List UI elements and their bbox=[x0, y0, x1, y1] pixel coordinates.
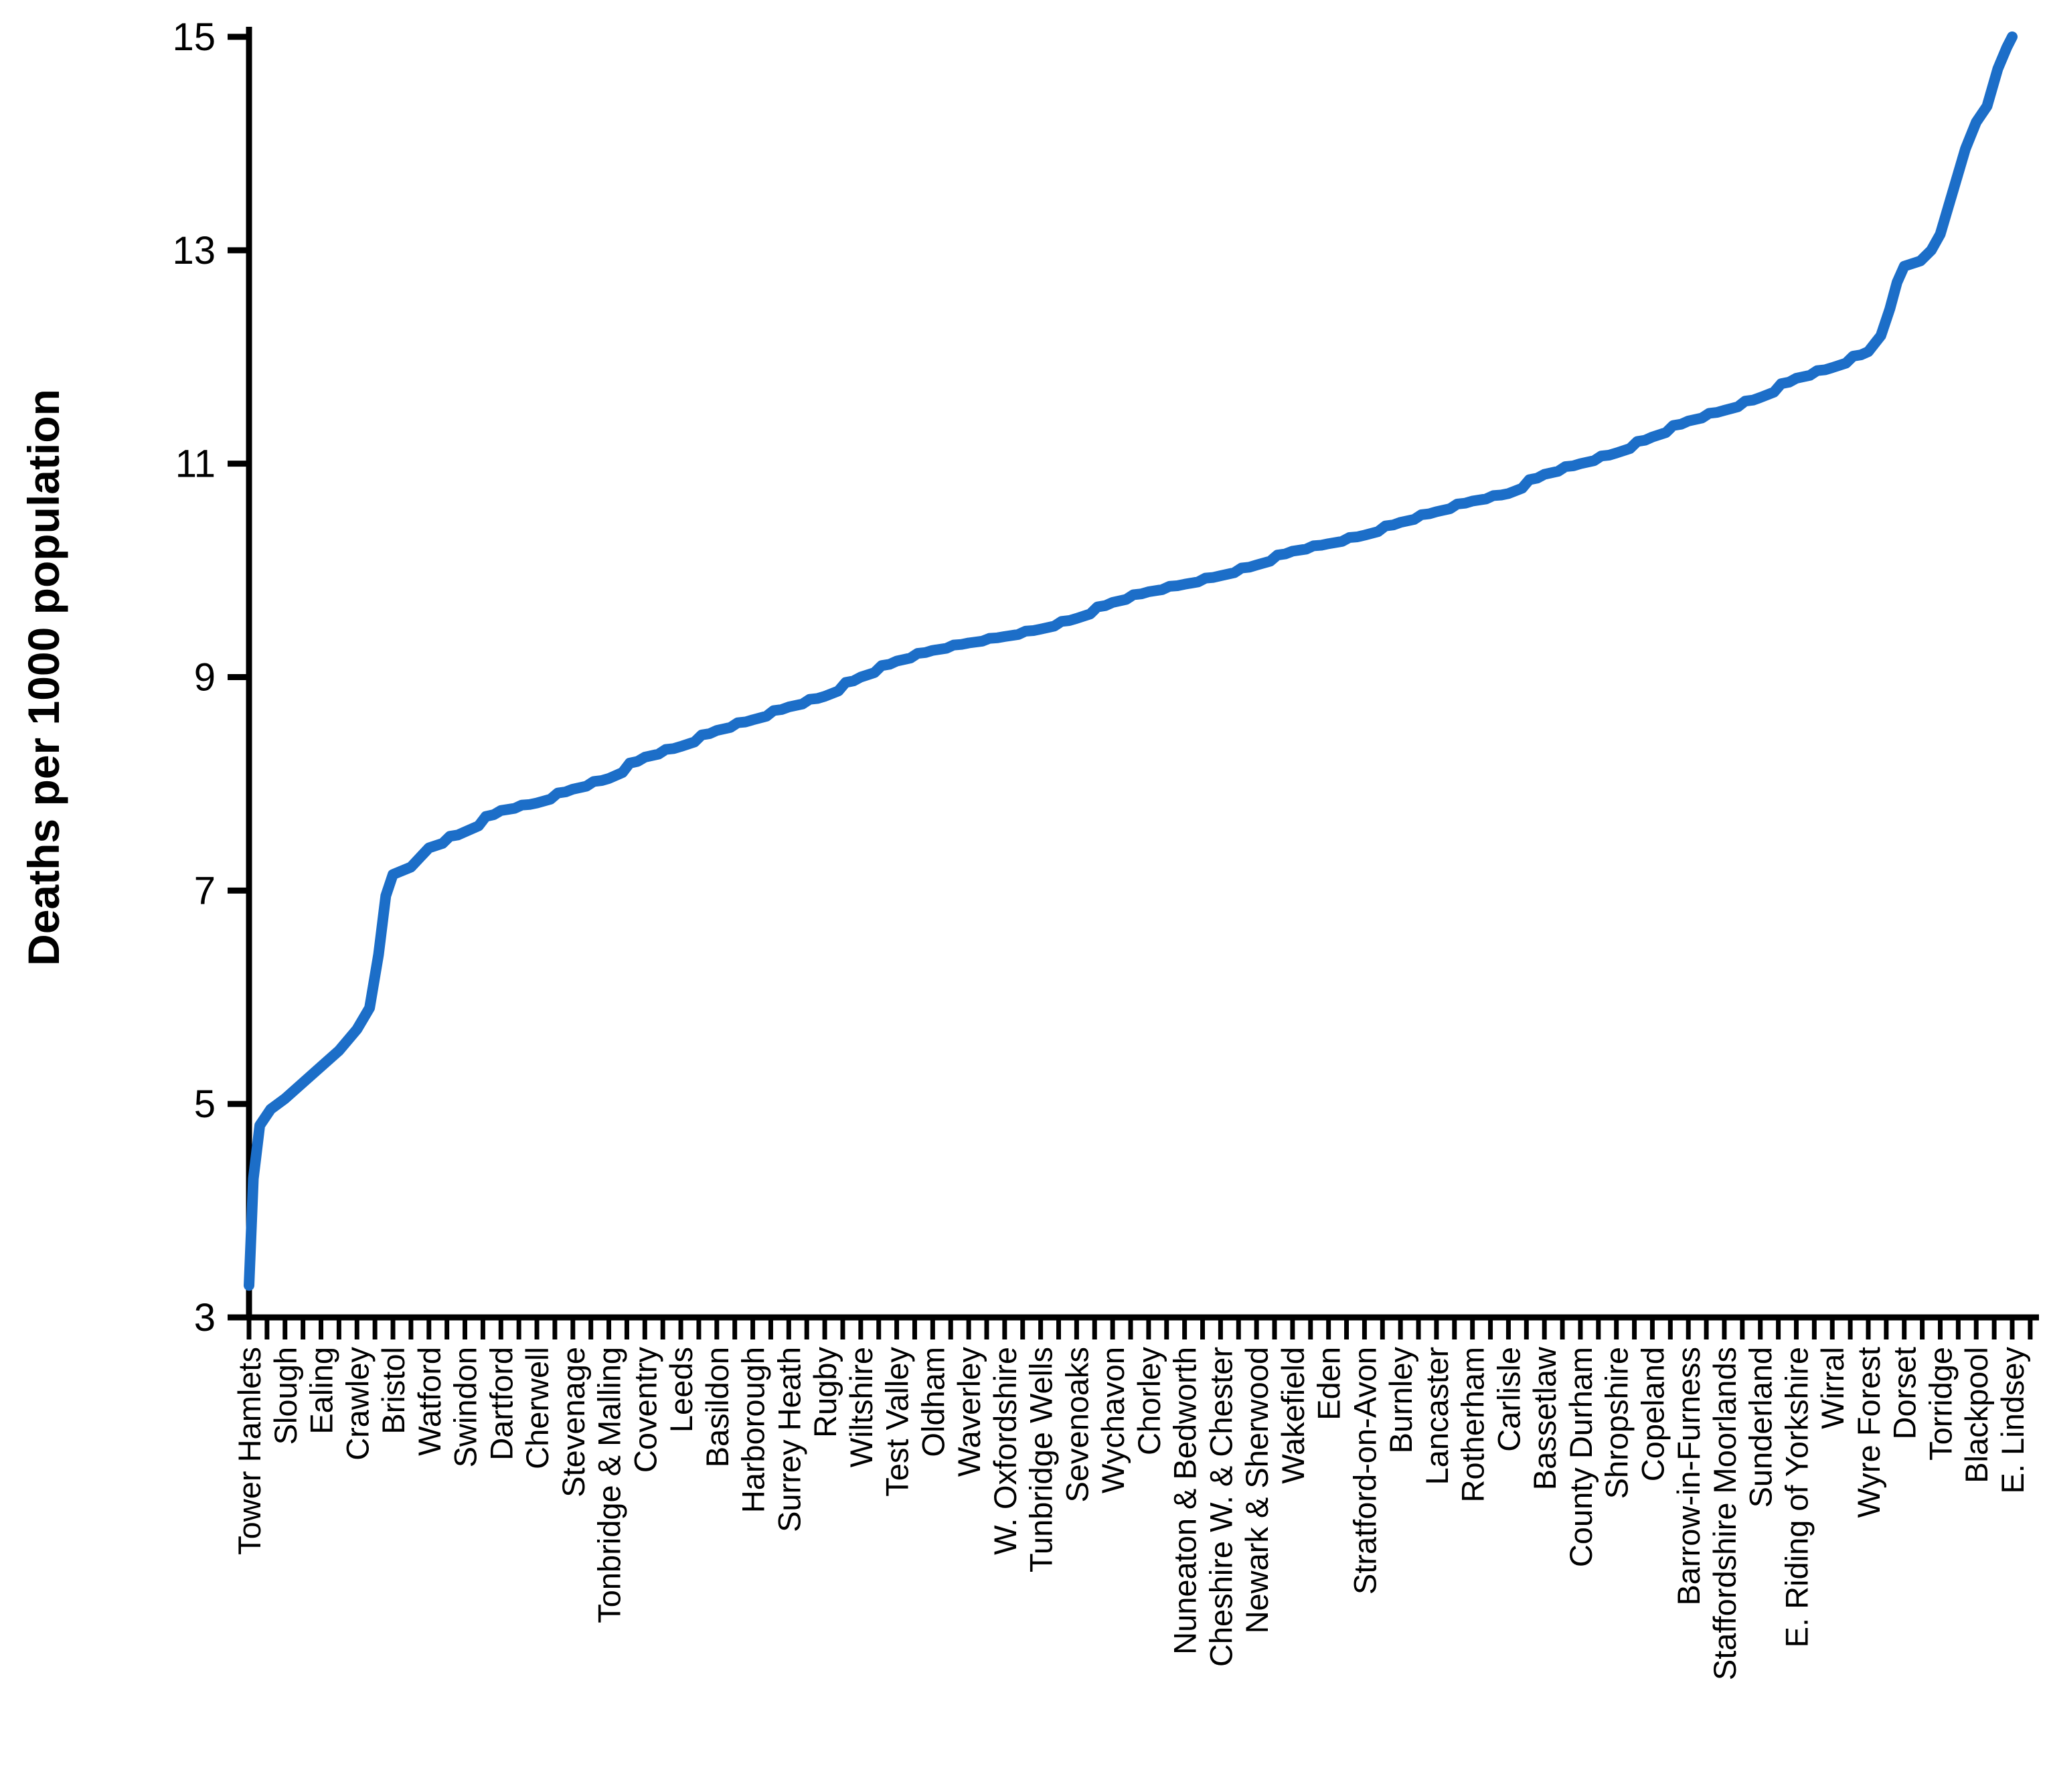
x-tick-label: W. Oxfordshire bbox=[987, 1347, 1023, 1555]
x-tick-label: E. Riding of Yorkshire bbox=[1779, 1347, 1814, 1647]
x-tick-label: Stratford-on-Avon bbox=[1347, 1347, 1382, 1595]
y-tick-label: 15 bbox=[172, 15, 216, 59]
x-tick-label: Cheshire W. & Chester bbox=[1203, 1347, 1238, 1667]
x-tick-label: Barrow-in-Furness bbox=[1671, 1347, 1706, 1606]
x-tick-label: Copeland bbox=[1635, 1347, 1670, 1481]
x-tick-label: Cherwell bbox=[519, 1347, 555, 1469]
x-tick-label: Staffordshire Moorlands bbox=[1707, 1347, 1742, 1680]
x-tick-label: Stevenage bbox=[556, 1347, 591, 1497]
y-tick-label: 9 bbox=[194, 656, 216, 700]
x-tick-label: Waverley bbox=[951, 1347, 987, 1477]
x-tick-label: E. Lindsey bbox=[1995, 1347, 2030, 1494]
y-tick-label: 13 bbox=[172, 229, 216, 272]
x-tick-label: Wyre Forest bbox=[1851, 1347, 1886, 1518]
x-tick-label: Crawley bbox=[339, 1347, 375, 1461]
x-tick-label: Wychavon bbox=[1095, 1347, 1131, 1493]
x-tick-label: Eden bbox=[1311, 1347, 1347, 1420]
data-line bbox=[244, 31, 2018, 1291]
y-tick-label: 11 bbox=[175, 442, 216, 486]
x-tick-label: Dorset bbox=[1887, 1347, 1923, 1439]
x-tick-label: Surrey Heath bbox=[771, 1347, 807, 1532]
x-tick-label: Sevenoaks bbox=[1059, 1347, 1094, 1503]
x-tick-label: Basildon bbox=[700, 1347, 735, 1467]
x-tick-label: Dartford bbox=[483, 1347, 519, 1461]
x-tick-label: Tower Hamlets bbox=[232, 1347, 267, 1555]
x-tick-label: Oldham bbox=[915, 1347, 951, 1457]
x-tick-label: Bristol bbox=[376, 1347, 411, 1435]
x-tick-label: Ealing bbox=[304, 1347, 339, 1435]
x-tick-label: Chorley bbox=[1131, 1347, 1167, 1455]
x-tick-label: Rotherham bbox=[1455, 1347, 1491, 1503]
y-tick-label: 7 bbox=[194, 869, 216, 912]
x-tick-label: Shropshire bbox=[1599, 1347, 1635, 1499]
x-tick-label: Test Valley bbox=[880, 1347, 915, 1497]
x-tick-label: Sunderland bbox=[1743, 1347, 1779, 1508]
x-tick-label: Wakefield bbox=[1275, 1347, 1311, 1484]
x-tick-label: Coventry bbox=[627, 1347, 663, 1473]
x-tick-label: Leeds bbox=[663, 1347, 699, 1433]
x-tick-label: Tunbridge Wells bbox=[1024, 1347, 1059, 1572]
x-tick-label: Lancaster bbox=[1419, 1347, 1455, 1485]
x-tick-label: Slough bbox=[268, 1347, 303, 1445]
x-tick-label: Bassetlaw bbox=[1527, 1346, 1562, 1490]
x-tick-label: Harborough bbox=[736, 1347, 771, 1513]
x-tick-label: Newark & Sherwood bbox=[1239, 1347, 1275, 1633]
x-tick-label: Swindon bbox=[448, 1347, 483, 1467]
x-tick-label: Wiltshire bbox=[843, 1347, 879, 1467]
x-tick-label: Burnley bbox=[1383, 1347, 1418, 1454]
x-tick-label: Carlisle bbox=[1491, 1347, 1526, 1452]
x-tick-label: Watford bbox=[412, 1347, 447, 1456]
x-tick-label: Rugby bbox=[807, 1347, 843, 1438]
y-tick-label: 3 bbox=[194, 1296, 216, 1339]
y-tick-label: 5 bbox=[194, 1082, 216, 1126]
x-tick-label: Torridge bbox=[1923, 1347, 1958, 1461]
x-tick-label: County Durham bbox=[1563, 1347, 1599, 1567]
x-tick-label: Wirral bbox=[1815, 1347, 1850, 1429]
x-tick-label: Blackpool bbox=[1959, 1347, 1994, 1483]
x-tick-label: Nuneaton & Bedworth bbox=[1167, 1347, 1203, 1655]
x-tick-label: Tonbridge & Malling bbox=[592, 1347, 627, 1623]
